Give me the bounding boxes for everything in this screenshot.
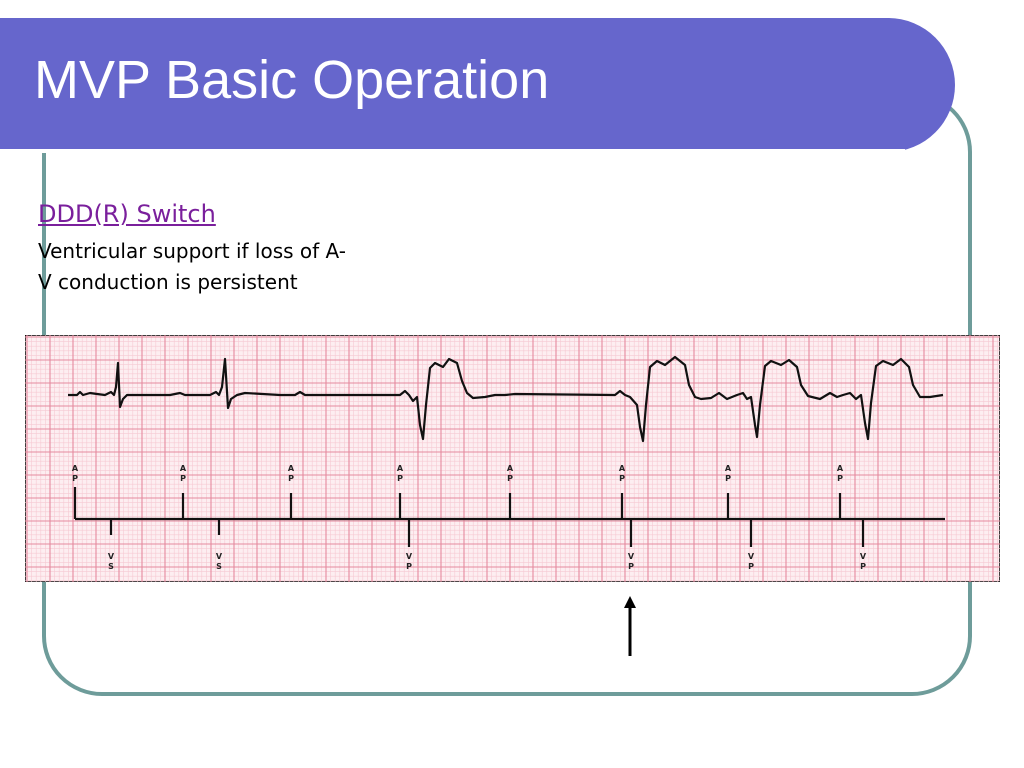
ventricular-marker-label: V	[406, 552, 413, 561]
atrial-marker-label: A	[837, 464, 844, 473]
ventricular-marker-label: S	[216, 562, 222, 571]
ecg-grid-major	[25, 335, 1000, 582]
ddd-switch-link[interactable]: DDD(R) Switch	[38, 200, 216, 228]
atrial-marker-label: P	[180, 474, 186, 483]
ventricular-marker-label: P	[628, 562, 634, 571]
atrial-marker-label: A	[619, 464, 626, 473]
atrial-marker-label: P	[837, 474, 843, 483]
ventricular-marker-label: V	[216, 552, 223, 561]
atrial-marker-label: P	[725, 474, 731, 483]
ventricular-marker-label: S	[108, 562, 114, 571]
ventricular-marker-label: P	[860, 562, 866, 571]
ventricular-marker-label: V	[628, 552, 635, 561]
description-text: Ventricular support if loss of A-V condu…	[38, 239, 346, 294]
atrial-marker-label: A	[397, 464, 404, 473]
atrial-marker-label: A	[72, 464, 79, 473]
atrial-marker-label: A	[725, 464, 732, 473]
up-arrow	[624, 596, 636, 656]
ventricular-marker-label: V	[748, 552, 755, 561]
atrial-marker-label: A	[288, 464, 295, 473]
ventricular-marker-label: P	[406, 562, 412, 571]
ventricular-marker-label: V	[108, 552, 115, 561]
page-title: MVP Basic Operation	[34, 50, 550, 110]
ventricular-marker-label: P	[748, 562, 754, 571]
atrial-marker-label: A	[180, 464, 187, 473]
atrial-marker-label: P	[619, 474, 625, 483]
atrial-marker-label: P	[397, 474, 403, 483]
title-underline	[0, 149, 905, 153]
atrial-marker-label: P	[72, 474, 78, 483]
ventricular-marker-label: V	[860, 552, 867, 561]
atrial-marker-label: P	[288, 474, 294, 483]
atrial-marker-label: A	[507, 464, 514, 473]
ecg-paper	[25, 335, 1000, 582]
title-bar	[0, 18, 955, 153]
ecg-trace	[68, 355, 944, 443]
atrial-marker-label: P	[507, 474, 513, 483]
